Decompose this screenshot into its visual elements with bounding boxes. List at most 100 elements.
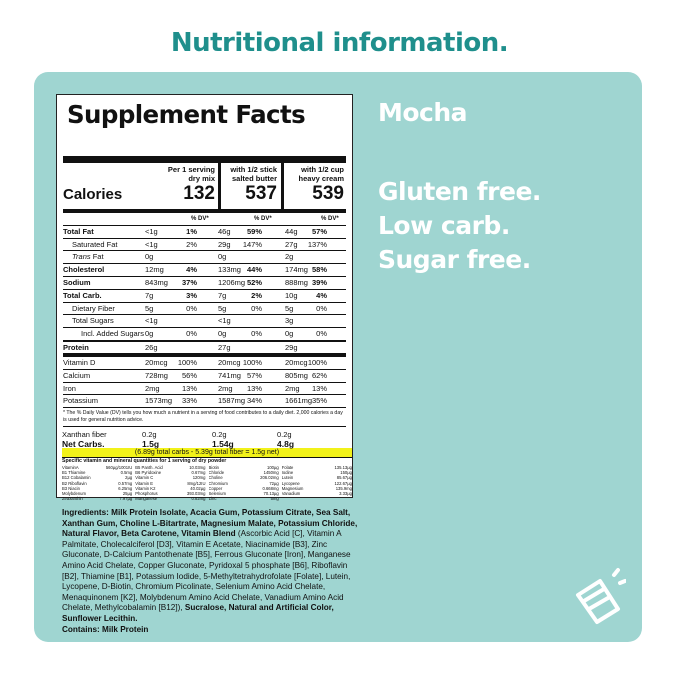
nutrient-row: Vitamin D 20mcg 100% 20mcg 100% 20mcg 100% [63,357,346,370]
net-carbs-note: (6.89g total carbs - 5.39g total fiber =… [62,448,352,457]
nutrient-amount: 0g [145,252,154,262]
dv-header: % DV* [191,216,209,222]
column-divider [281,163,284,209]
vitamin-mineral-item: B3 Niacin 6.25mg [62,485,133,491]
vitamin-mineral-item: Vitamin K2 40.02µg [135,485,206,491]
vitamin-mineral-item: Chromium 72µg [208,480,279,486]
vitamin-mineral-title: Specific vitamin and mineral quantities … [62,457,352,465]
nutrient-amount: <1g [145,226,158,236]
nutrient-row: Total Carb. 7g 3% 7g 2% 10g 4% [63,290,346,303]
nutrient-dv: 0% [316,303,327,313]
net-carbs-value: 4.8g [277,438,295,449]
nutrient-label: Vitamin D [63,357,96,367]
nutrient-amount: 1206mg [218,277,246,287]
nutrient-label: Cholesterol [63,265,105,275]
nutrient-dv: 33% [181,396,197,406]
nutrient-dv: 4% [186,265,197,275]
nutrient-label: Saturated Fat [72,239,118,249]
vitamin-mineral-item: Lycopene 122.67µg [281,480,352,486]
nutrient-amount: 728mg [145,370,168,380]
calories-cream: 539 [312,183,344,204]
dv-footnote: * The % Daily Value (DV) tells you how m… [63,408,346,428]
nutrient-amount: 843mg [145,277,168,287]
nutrient-row: Total Fat <1g 1% 46g 59% 44g 57% [63,226,346,239]
ingredients-tail: Sucralose, Natural and Artificial Color,… [62,603,334,623]
nutrient-amount: 7g [145,290,154,300]
nutrient-dv: 59% [246,226,262,236]
nutrient-dv: 100% [177,357,197,367]
nutrient-amount: 20mcg [145,357,168,367]
nutrient-amount: 29g [218,239,231,249]
vitamin-mineral-item: Vitamin C 120mg [135,475,206,481]
nutrient-dv: 2% [251,290,262,300]
nutrient-amount: 5g [285,303,294,313]
vitamin-mineral-item: Iodine 150µg [281,470,352,476]
calories-dry-mix: 132 [183,183,215,204]
claim-gluten-free: Gluten free. [378,177,541,206]
column-header-cream: with 1/2 cup heavy cream [298,165,344,183]
nutrient-amount: 0g [218,252,227,262]
nutrient-row: Cholesterol 12mg 4% 133mg 44% 174mg 58% [63,264,346,277]
nutrient-dv: 2% [186,239,197,249]
nutrient-row: Sodium 843mg 37% 1206mg 52% 888mg 39% [63,277,346,290]
vitamin-mineral-item: B5 Panth. Acid 10.03mg [135,465,206,470]
ingredients-head: Ingredients: Milk Protein Isolate, Acaci… [62,508,358,539]
net-carbs-label: Net Carbs. [62,438,105,449]
net-carbs-row: Net Carbs. 1.5g 1.54g 4.8g [62,438,352,449]
nutrient-row: Protein 26g 27g 29g [63,342,346,357]
supplement-extra: Xanthan fiber 0.2g 0.2g 0.2g Net Carbs. … [62,430,352,502]
nutrient-row: Calcium 728mg 56% 741mg 57% 805mg 62% [63,370,346,383]
nutrient-rows: Total Fat <1g 1% 46g 59% 44g 57% Saturated Fat <… [63,226,346,409]
facts-title: Supplement Facts [67,100,306,129]
nutrient-dv: 0% [186,329,197,339]
nutrient-label: Potassium [63,396,99,406]
column-header-butter: with 1/2 stick salted butter [230,165,277,183]
vitamin-mineral-item: Molybdenum 25µg [62,491,133,497]
nutrient-label: Total Carb. [63,290,102,300]
nutrient-row: Trans Fat 0g 0g 2g [63,251,346,265]
nutrient-label: Incl. Added Sugars [81,329,144,339]
nutrient-label: Trans Fat [72,252,104,262]
nutrient-amount: <1g [218,316,231,326]
nutrient-amount: 0g [218,329,227,339]
net-carbs-value: 1.54g [212,438,234,449]
nutrient-amount: 2mg [218,383,233,393]
nutrient-amount: 0g [145,329,154,339]
nutrient-dv: 1% [186,226,197,236]
calories-row: Calories Per 1 serving dry mix with 1/2 s… [63,163,346,213]
nutrient-dv: 35% [311,396,327,406]
net-carbs-value: 1.5g [142,438,160,449]
nutrient-dv: 58% [311,265,327,275]
nutrient-dv: 0% [251,303,262,313]
vitamin-mineral-item: Choline 206.02mg [208,475,279,481]
nutrient-row: Potassium 1573mg 33% 1587mg 34% 1661mg 35% [63,395,346,409]
dv-header: % DV* [254,216,272,222]
nutrient-amount: 174mg [285,265,308,275]
vitamin-mineral-item: B2 Riboflavin 0.57mg [62,480,133,486]
vitamin-mineral-item: Vitamin E 8mg/12IU [135,480,206,486]
vitamin-mineral-item: Biotin 100µg [208,465,279,470]
nutrient-amount: <1g [145,316,158,326]
nutrient-amount: 805mg [285,370,308,380]
vitamin-mineral-item: B1 Thiamine 0.5mg [62,470,133,476]
nutrient-label: Total Fat [63,226,94,236]
nutrient-dv: 44% [246,265,262,275]
dv-header: % DV* [321,216,339,222]
nutrient-amount: 29g [285,342,298,352]
nutrient-amount: 0g [285,329,294,339]
vitamin-mineral-item: Magnesium 135.9mg [281,485,352,491]
nutrient-dv: 0% [316,329,327,339]
vitamin-mineral-item: Lutein 85.67µg [281,475,352,481]
vitamin-mineral-item: Phosphorus 393.03mg [135,491,206,497]
dv-header-row: % DV* % DV* % DV* [63,213,346,226]
nutrient-dv: 100% [307,357,327,367]
ingredients-text: Ingredients: Milk Protein Isolate, Acaci… [62,508,358,635]
nutrient-amount: 7g [218,290,227,300]
nutrient-dv: 4% [316,290,327,300]
nutrient-dv: 57% [246,370,262,380]
nutrient-amount: 133mg [218,265,241,275]
claim-sugar-free: Sugar free. [378,245,531,274]
claim-low-carb: Low carb. [378,211,510,240]
vitamin-mineral-item: Zeaxanthin 7.97µg [62,496,133,502]
nutrient-row: Incl. Added Sugars 0g 0% 0g 0% 0g 0% [63,328,346,341]
